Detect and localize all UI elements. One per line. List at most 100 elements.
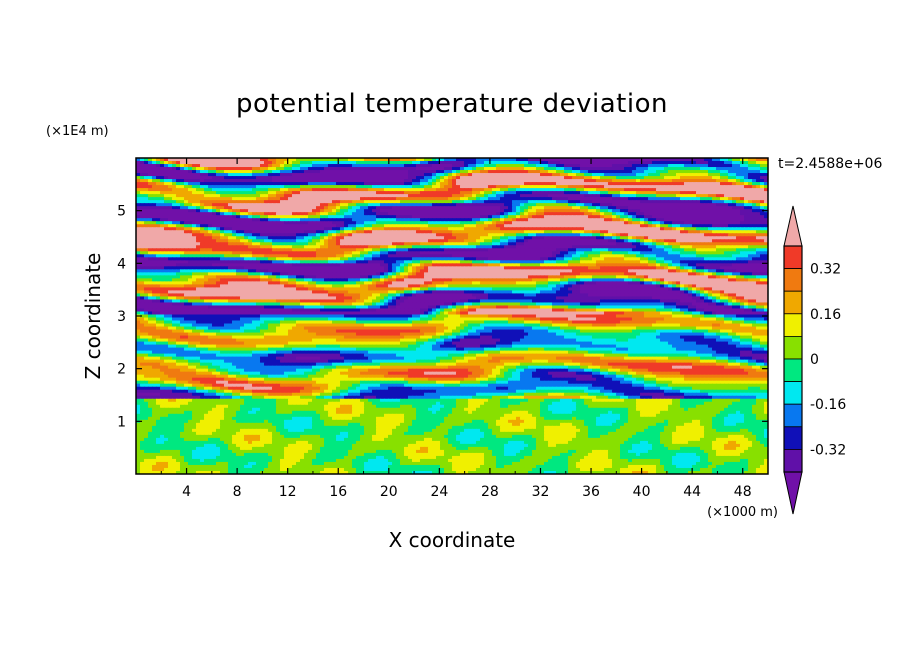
heatmap-cell [656, 170, 661, 174]
heatmap-cell [200, 203, 205, 207]
heatmap-cell [236, 179, 241, 183]
heatmap-cell [744, 197, 749, 201]
heatmap-cell [328, 203, 333, 207]
heatmap-cell [172, 173, 177, 177]
heatmap-cell [708, 179, 713, 183]
heatmap-cell [532, 197, 537, 201]
heatmap-cell [748, 188, 753, 192]
heatmap-cell [320, 212, 325, 216]
heatmap-cell [388, 170, 393, 174]
heatmap-cell [532, 173, 537, 177]
heatmap-cell [412, 218, 417, 222]
heatmap-cell [184, 191, 189, 195]
heatmap-cell [392, 200, 397, 204]
heatmap-cell [748, 176, 753, 180]
heatmap-cell [244, 173, 249, 177]
heatmap-cell [176, 188, 181, 192]
heatmap-cell [680, 209, 685, 213]
heatmap-cell [380, 188, 385, 192]
heatmap-cell [448, 191, 453, 195]
heatmap-cell [744, 170, 749, 174]
heatmap-cell [644, 203, 649, 207]
heatmap-cell [420, 212, 425, 216]
heatmap-cell [636, 158, 641, 162]
heatmap-cell [328, 212, 333, 216]
heatmap-cell [412, 212, 417, 216]
heatmap-cell [344, 179, 349, 183]
heatmap-cell [216, 206, 221, 210]
heatmap-cell [236, 209, 241, 213]
heatmap-cell [704, 173, 709, 177]
heatmap-cell [192, 167, 197, 171]
heatmap-cell [508, 176, 513, 180]
heatmap-cell [284, 176, 289, 180]
heatmap-cell [220, 173, 225, 177]
heatmap-cell [284, 167, 289, 171]
heatmap-cell [328, 206, 333, 210]
heatmap-cell [572, 212, 577, 216]
heatmap-cell [200, 194, 205, 198]
heatmap-cell [200, 173, 205, 177]
heatmap-cell [264, 218, 269, 222]
heatmap-cell [692, 164, 697, 168]
heatmap-cell [604, 173, 609, 177]
heatmap-cell [724, 209, 729, 213]
heatmap-cell [328, 200, 333, 204]
heatmap-cell [628, 173, 633, 177]
heatmap-cell [276, 194, 281, 198]
heatmap-cell [360, 170, 365, 174]
heatmap-cell [564, 203, 569, 207]
heatmap-cell [160, 194, 165, 198]
heatmap-cell [564, 182, 569, 186]
heatmap-cell [264, 167, 269, 171]
heatmap-cell [304, 209, 309, 213]
heatmap-cell [200, 170, 205, 174]
heatmap-cell [400, 164, 405, 168]
heatmap-cell [484, 161, 489, 165]
heatmap-cell [688, 215, 693, 219]
heatmap-cell [380, 209, 385, 213]
heatmap-cell [336, 176, 341, 180]
heatmap-cell [760, 167, 765, 171]
heatmap-cell [424, 194, 429, 198]
heatmap-cell [376, 191, 381, 195]
heatmap-cell [464, 206, 469, 210]
heatmap-cell [624, 200, 629, 204]
heatmap-cell [668, 161, 673, 165]
heatmap-cell [404, 182, 409, 186]
heatmap-cell [704, 197, 709, 201]
heatmap-cell [260, 194, 265, 198]
heatmap-cell [588, 191, 593, 195]
heatmap-cell [748, 179, 753, 183]
heatmap-cell [668, 218, 673, 222]
heatmap-cell [456, 176, 461, 180]
heatmap-cell [216, 212, 221, 216]
heatmap-cell [536, 173, 541, 177]
heatmap-cell [640, 173, 645, 177]
heatmap-cell [184, 167, 189, 171]
heatmap-cell [240, 161, 245, 165]
heatmap-cell [188, 206, 193, 210]
heatmap-cell [548, 209, 553, 213]
heatmap-cell [468, 194, 473, 198]
heatmap-cell [212, 185, 217, 189]
heatmap-cell [436, 218, 441, 222]
heatmap-cell [544, 164, 549, 168]
heatmap-cell [432, 209, 437, 213]
heatmap-cell [460, 176, 465, 180]
heatmap-cell [592, 188, 597, 192]
heatmap-cell [492, 206, 497, 210]
heatmap-cell [164, 185, 169, 189]
heatmap-cell [316, 215, 321, 219]
heatmap-cell [148, 170, 153, 174]
heatmap-cell [740, 170, 745, 174]
heatmap-cell [748, 197, 753, 201]
heatmap-cell [752, 197, 757, 201]
heatmap-cell [756, 158, 761, 162]
heatmap-cell [180, 164, 185, 168]
heatmap-cell [756, 215, 761, 219]
heatmap-cell [436, 203, 441, 207]
heatmap-cell [640, 209, 645, 213]
heatmap-cell [196, 206, 201, 210]
heatmap-cell [628, 185, 633, 189]
